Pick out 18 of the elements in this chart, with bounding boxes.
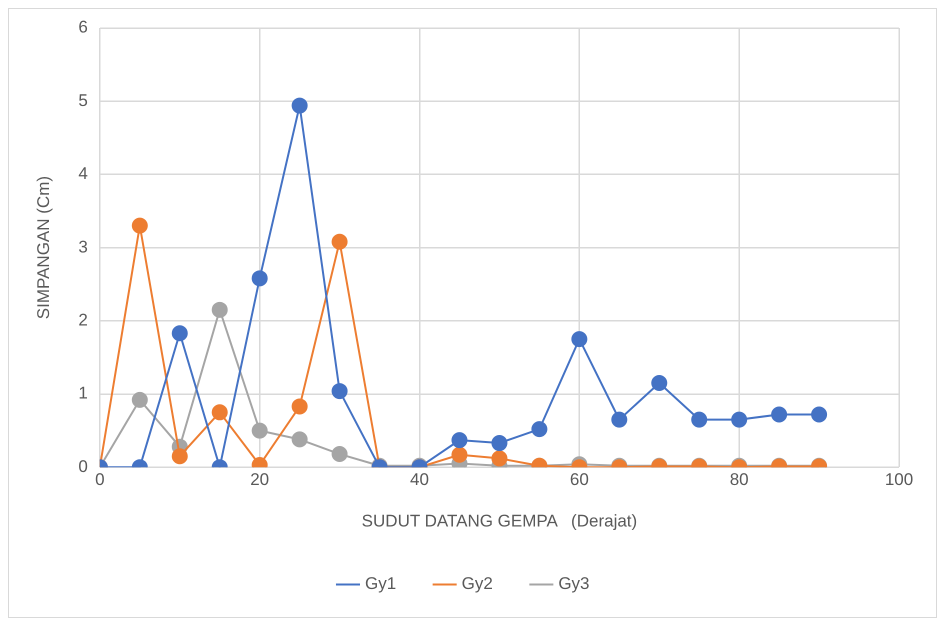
x-tick-label: 100 <box>884 470 914 490</box>
legend-label: Gy3 <box>558 574 590 594</box>
y-tick-label: 1 <box>78 384 88 403</box>
y-tick-label: 3 <box>78 237 88 256</box>
legend-label: Gy2 <box>462 574 493 594</box>
x-tick-label: 80 <box>730 470 749 490</box>
y-tick-label: 0 <box>78 456 88 476</box>
x-axis-title: SUDUT DATANG GEMPA (Derajat) <box>362 511 638 530</box>
y-tick-label: 5 <box>78 90 88 110</box>
y-tick-label: 4 <box>78 164 88 184</box>
y-tick-label: 2 <box>78 310 88 330</box>
x-tick-label: 60 <box>570 470 589 490</box>
y-axis-title: SIMPANGAN (Cm) <box>34 176 53 320</box>
y-tick-label: 6 <box>78 18 88 37</box>
x-tick-label: 0 <box>95 470 105 490</box>
legend-label: Gy1 <box>364 574 396 594</box>
x-tick-label: 20 <box>250 470 270 490</box>
x-tick-label: 40 <box>410 470 429 490</box>
